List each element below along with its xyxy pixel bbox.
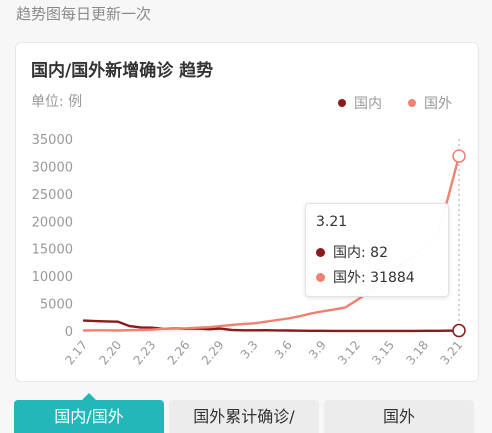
trend-card: 国内/国外新增确诊 趋势 单位: 例 国内 国外 0 5000 10000 15000… — [15, 42, 479, 382]
y-tick-label: 15000 — [32, 243, 73, 258]
tooltip-value-domestic: 国内: 82 — [333, 245, 388, 261]
x-tick-label: 3.3 — [238, 338, 261, 362]
y-tick-label: 30000 — [32, 160, 73, 175]
update-note: 趋势图每日更新一次 — [16, 5, 152, 23]
y-tick-label: 5000 — [40, 298, 73, 313]
y-tick-label: 10000 — [32, 270, 73, 285]
x-tick-label: 2.29 — [199, 338, 227, 367]
tab-foreign[interactable]: 国外 — [324, 400, 474, 433]
tooltip-row-foreign: 国外: 31884 — [316, 267, 415, 287]
x-tick-label: 3.6 — [272, 338, 295, 362]
x-tick-label: 3.9 — [306, 338, 329, 362]
y-tick-label: 20000 — [32, 215, 73, 230]
x-tick-label: 2.20 — [96, 338, 124, 367]
x-tick-label: 3.21 — [437, 338, 465, 367]
legend-foreign[interactable]: 国外 — [408, 93, 452, 113]
x-tick-label: 3.18 — [403, 338, 431, 367]
x-tick-label: 2.17 — [62, 338, 90, 367]
legend-label-foreign: 国外 — [424, 96, 452, 112]
tab-domestic-foreign[interactable]: 国内/国外 — [14, 400, 164, 433]
tooltip-date: 3.21 — [316, 214, 348, 230]
tab-bar: 国内/国外 国外累计确诊/ 国外 — [14, 400, 474, 433]
highlight-point-foreign — [452, 149, 466, 163]
y-tick-label: 0 — [65, 325, 73, 340]
x-tick-label: 2.23 — [131, 338, 159, 367]
legend-label-domestic: 国内 — [354, 96, 382, 112]
tooltip-row-domestic: 国内: 82 — [316, 242, 388, 262]
y-tick-label: 35000 — [32, 133, 73, 148]
y-tick-label: 25000 — [32, 188, 73, 203]
chart-tooltip: 3.21 国内: 82 国外: 31884 — [305, 203, 449, 297]
unit-label: 单位: 例 — [31, 94, 83, 110]
tooltip-dot-domestic-icon — [316, 247, 325, 257]
legend-dot-domestic-icon — [338, 99, 346, 107]
chart-title: 国内/国外新增确诊 趋势 — [31, 61, 214, 81]
x-tick-label: 3.15 — [369, 338, 397, 367]
tooltip-dot-foreign-icon — [316, 272, 325, 282]
tooltip-value-foreign: 国外: 31884 — [333, 270, 415, 286]
series-line-domestic — [82, 319, 461, 333]
legend-dot-foreign-icon — [408, 99, 416, 107]
highlight-point-domestic — [452, 323, 466, 338]
legend-domestic[interactable]: 国内 — [338, 93, 382, 113]
x-tick-label: 3.12 — [335, 338, 363, 367]
x-tick-label: 2.26 — [165, 338, 193, 367]
tab-foreign-cumulative[interactable]: 国外累计确诊/ — [169, 400, 319, 433]
active-tab-pointer-icon — [82, 393, 96, 400]
